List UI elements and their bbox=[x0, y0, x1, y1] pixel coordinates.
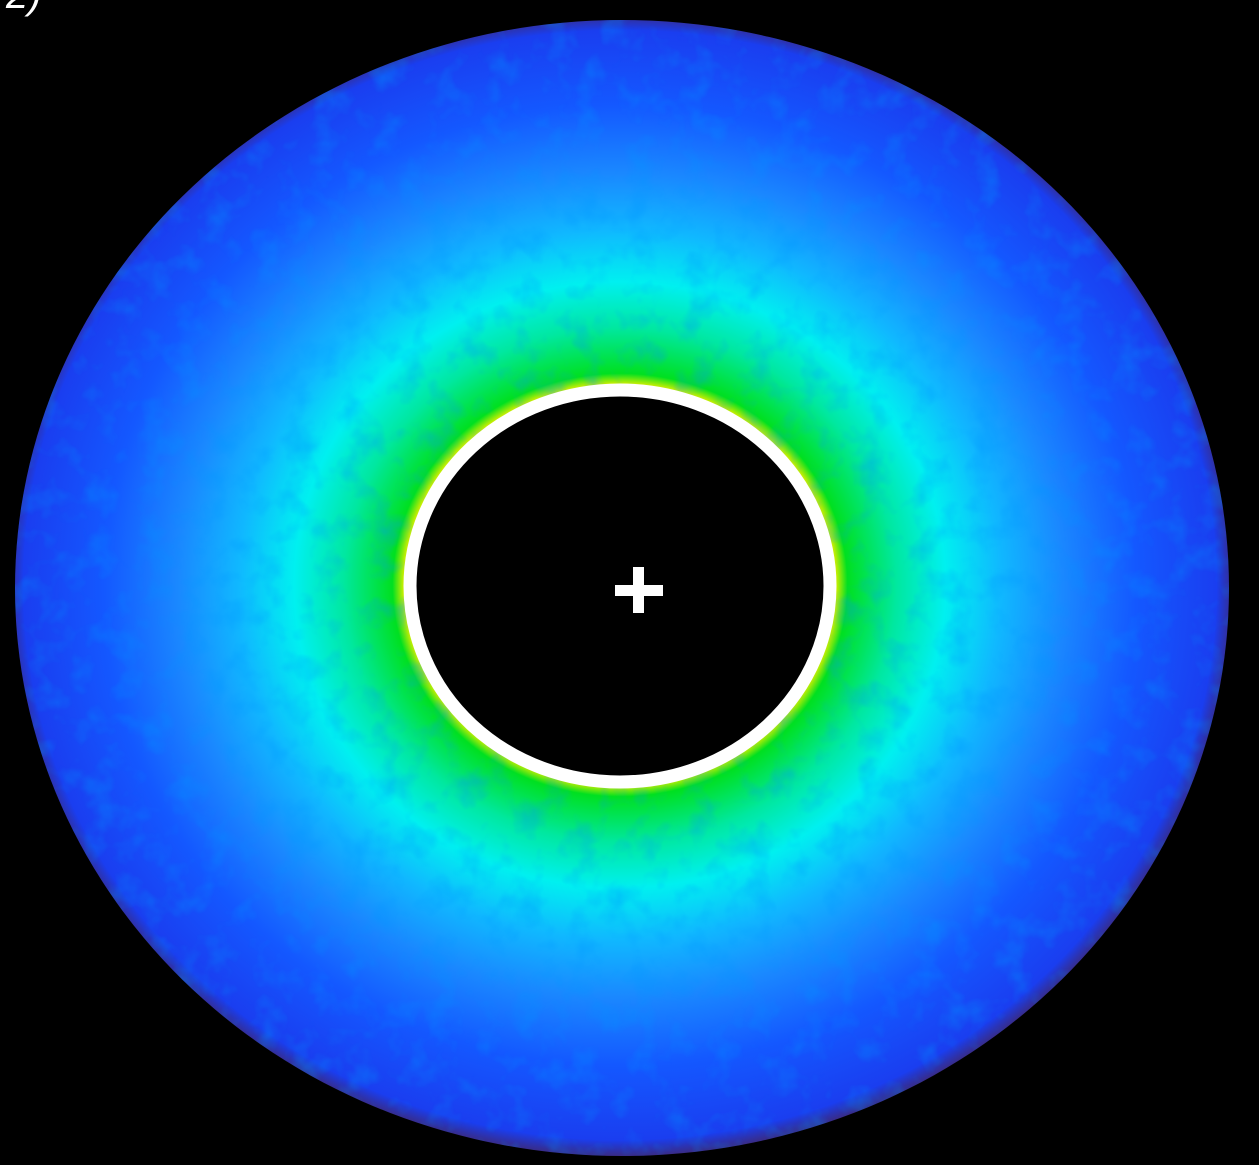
page: {"label": "2)"} 2) (() => { const data =… bbox=[0, 0, 1259, 1165]
panel-label: 2) bbox=[5, 0, 42, 17]
image: 2) bbox=[0, 0, 1259, 1165]
marker-v bbox=[633, 567, 644, 613]
